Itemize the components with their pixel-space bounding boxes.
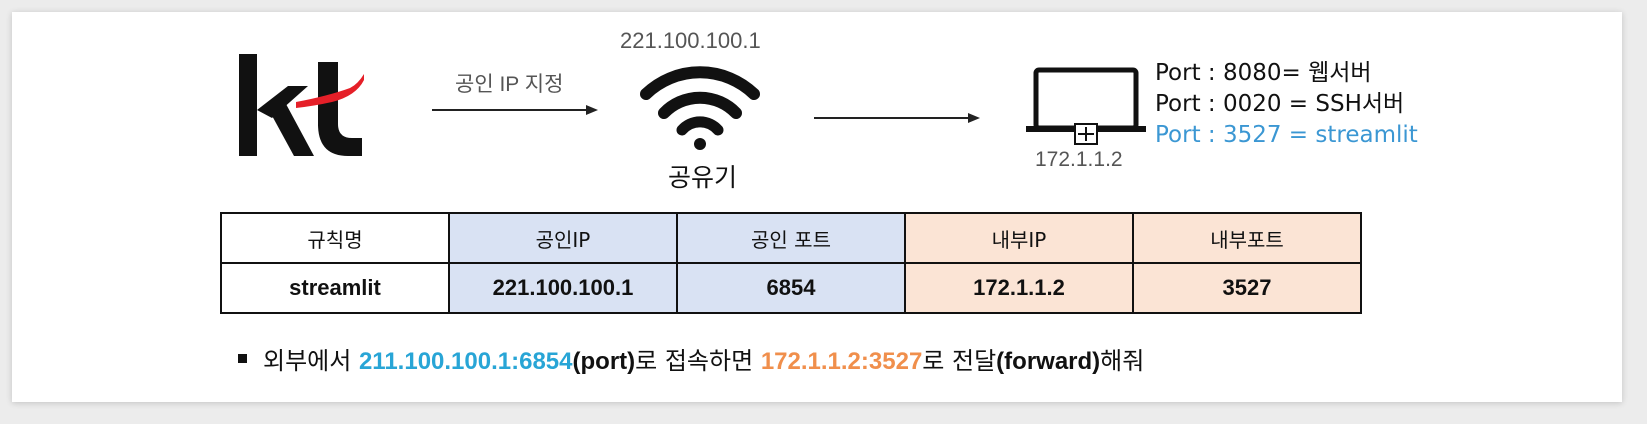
- table-header-row: 규칙명 공인IP 공인 포트 내부IP 내부포트: [220, 212, 1362, 264]
- note-text-3: 로 접속하면: [635, 347, 761, 375]
- note-text-5: (forward): [996, 348, 1101, 375]
- cell-internal-ip: 172.1.1.2: [904, 262, 1134, 314]
- header-public-ip: 공인IP: [448, 212, 678, 264]
- port-line-web: Port : 8080= 웹서버: [1155, 60, 1372, 86]
- public-ip-label: 공인 IP 지정: [455, 73, 564, 96]
- laptop-icon: [1026, 67, 1146, 145]
- port-list: Port : 8080= 웹서버 Port : 0020 = SSH서버 Por…: [1155, 58, 1418, 151]
- port-forward-table: 규칙명 공인IP 공인 포트 내부IP 내부포트 streamlit 221.1…: [220, 212, 1362, 314]
- port-line-streamlit: Port : 3527 = streamlit: [1155, 122, 1418, 148]
- laptop-ip-label: 172.1.1.2: [1035, 148, 1123, 171]
- arrow-to-router-icon: [432, 105, 598, 115]
- port-line-ssh: Port : 0020 = SSH서버: [1155, 91, 1405, 117]
- router-label: 공유기: [668, 163, 738, 192]
- arrow-to-server-icon: [814, 113, 980, 123]
- cell-public-ip: 221.100.100.1: [448, 262, 678, 314]
- header-internal-port: 내부포트: [1132, 212, 1362, 264]
- header-rule-name: 규칙명: [220, 212, 450, 264]
- note-text-4: 로 전달: [922, 347, 997, 375]
- cell-rule-name: streamlit: [220, 262, 450, 314]
- diagram-card: [12, 12, 1622, 402]
- header-internal-ip: 내부IP: [904, 212, 1134, 264]
- note-internal-address: 172.1.1.2:3527: [760, 348, 923, 375]
- cell-internal-port: 3527: [1132, 262, 1362, 314]
- note-text-2: (port): [572, 348, 636, 375]
- header-public-port: 공인 포트: [676, 212, 906, 264]
- note-text-1: 외부에서: [263, 347, 359, 375]
- note-external-address: 211.100.100.1:6854: [358, 348, 573, 375]
- bullet-icon: [238, 353, 247, 363]
- forward-note: 외부에서 211.100.100.1:6854(port)로 접속하면 172.…: [238, 341, 1144, 376]
- kt-logo-icon: [239, 54, 364, 156]
- cell-public-port: 6854: [676, 262, 906, 314]
- note-text-6: 해줘: [1100, 347, 1145, 375]
- table-row: streamlit 221.100.100.1 6854 172.1.1.2 3…: [220, 262, 1362, 314]
- wifi-icon: [640, 66, 760, 150]
- router-ip-label: 221.100.100.1: [620, 28, 761, 53]
